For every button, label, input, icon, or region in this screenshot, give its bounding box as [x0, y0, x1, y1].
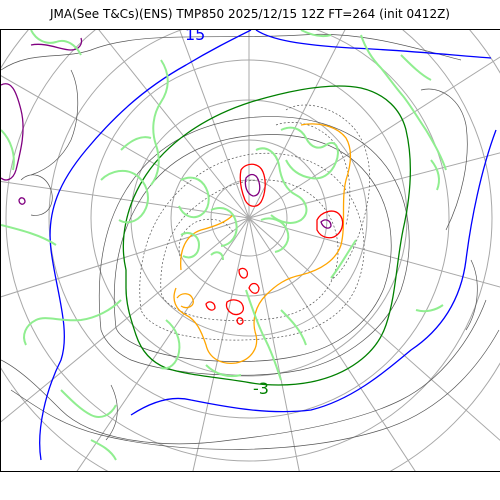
isotherm-red	[205, 301, 216, 311]
isotherm-purple	[320, 219, 332, 229]
coastline	[178, 176, 210, 219]
meridian-line	[76, 217, 250, 471]
isotherm-red	[238, 267, 249, 279]
polar-temperature-map: -3 15	[1, 30, 500, 471]
meridian-line	[179, 30, 250, 219]
isotherm-line	[113, 134, 392, 362]
contour-label-blue: 15	[185, 30, 205, 44]
coastline	[255, 147, 308, 224]
coastline	[90, 439, 117, 461]
coastline	[1, 224, 57, 246]
red-isotherms	[205, 163, 344, 325]
coastline	[30, 30, 82, 56]
coastline	[415, 304, 444, 313]
isotherm-line	[420, 88, 468, 231]
meridian-line	[248, 56, 500, 219]
meridian-line	[98, 30, 250, 219]
isotherm-red	[236, 317, 244, 325]
coastline	[160, 319, 181, 370]
isotherm-red	[225, 299, 245, 316]
isotherm-line	[20, 174, 53, 216]
coastline	[280, 309, 307, 346]
meridian-line	[1, 75, 250, 219]
meridian-line	[248, 30, 346, 219]
isotherm-line	[160, 179, 339, 321]
isotherm-line	[30, 69, 79, 176]
meridian-line	[192, 217, 250, 471]
latitude-circle	[48, 30, 450, 419]
meridian-line	[248, 217, 500, 441]
meridian-line	[248, 217, 300, 471]
coastline	[120, 136, 152, 151]
coastline	[210, 207, 238, 247]
coastline	[205, 364, 242, 378]
coastline	[100, 169, 149, 224]
coastline	[150, 59, 169, 186]
isotherm-line	[105, 384, 118, 441]
coastline	[400, 54, 432, 81]
coastline	[60, 389, 117, 418]
isotherm-red	[239, 163, 266, 207]
latitude-circle	[5, 30, 493, 462]
isotherm-purple	[18, 197, 26, 205]
isotherm-line	[98, 116, 410, 376]
map-title: JMA(See T&Cs)(ENS) TMP850 2025/12/15 12Z…	[50, 7, 450, 21]
meridian-line	[1, 217, 250, 423]
meridian-line	[248, 217, 416, 471]
coastline	[300, 30, 332, 38]
coastline	[245, 289, 282, 381]
isotherm-line	[139, 152, 365, 341]
meridian-line	[1, 180, 250, 219]
coastline	[360, 34, 447, 171]
isotherm-line	[275, 122, 351, 226]
meridian-line	[1, 217, 250, 298]
isotherm-orange	[176, 293, 194, 309]
coastline	[1, 129, 15, 171]
contour-label-green: -3	[253, 379, 269, 398]
fine-isotherms	[1, 33, 500, 450]
meridian-line	[248, 152, 500, 219]
coastline	[260, 217, 290, 253]
coastline	[430, 159, 440, 191]
isotherm-orange	[173, 123, 352, 364]
map-panel: -3 15	[0, 29, 500, 472]
isotherm-line	[1, 33, 462, 71]
coastline	[330, 239, 357, 279]
meridians	[1, 30, 500, 471]
isotherm-purple	[30, 37, 83, 51]
isotherm-purple	[244, 173, 261, 197]
isotherm-line	[465, 259, 478, 331]
isotherm-red	[248, 282, 260, 294]
meridian-line	[248, 217, 500, 288]
isotherm-line	[178, 218, 234, 261]
isotherm-line	[10, 329, 500, 450]
coastline	[210, 251, 224, 261]
purple-isotherms	[1, 37, 332, 229]
isotherm-red	[316, 210, 344, 239]
coastline	[280, 126, 339, 180]
isotherm-purple	[1, 83, 24, 181]
coastlines	[1, 30, 447, 461]
coastline	[23, 299, 122, 346]
isotherm-line	[285, 104, 370, 281]
isotherm-blue	[39, 30, 497, 461]
isotherm-line	[1, 299, 487, 445]
coastline	[180, 232, 201, 259]
